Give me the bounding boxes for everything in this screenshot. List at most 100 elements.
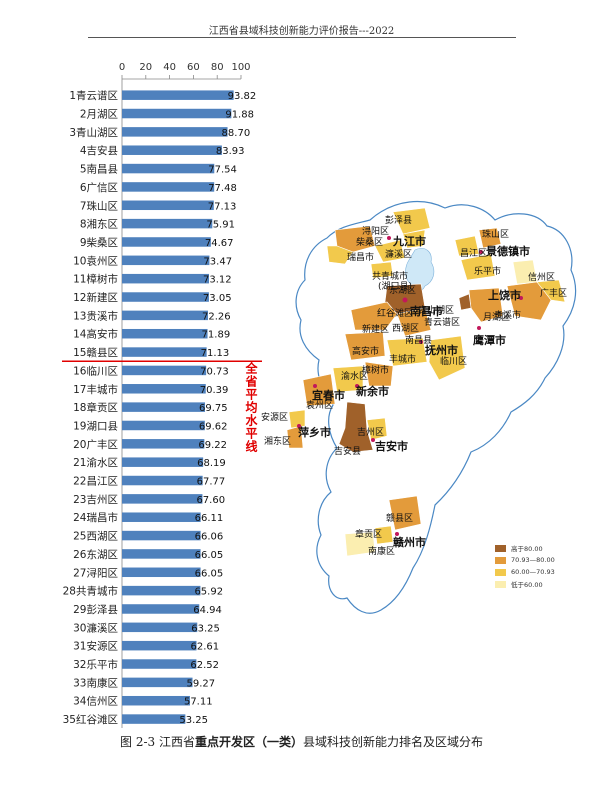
map-label: 浔阳区: [362, 227, 390, 237]
bar: [122, 145, 222, 155]
category-label: 25西湖区: [73, 531, 118, 543]
region-gaoan: [344, 331, 386, 361]
city-dot-jiujiang: [387, 236, 391, 240]
value-label: 53.25: [179, 715, 208, 726]
map-label: 濂溪区: [385, 250, 413, 260]
bar: [122, 365, 207, 376]
value-label: 68.19: [197, 458, 226, 469]
bar: [122, 585, 201, 596]
map-label: 月湖区: [483, 313, 511, 323]
bar: [122, 384, 206, 394]
category-label: 32乐平市: [73, 658, 118, 671]
province-outline: [295, 200, 577, 614]
map-label: 瑞昌市: [347, 253, 375, 263]
figure-caption: 图 2-3 江西省重点开发区（一类）县域科技创新能力排名及区域分布: [0, 733, 603, 750]
map-label: 赣县区: [386, 514, 414, 524]
map-label: 广丰区: [540, 289, 568, 299]
city-dot-jingdezhen: [479, 250, 483, 254]
value-label: 77.13: [208, 201, 237, 212]
header-title: 江西省县域科技创新能力评价报告---2022: [208, 26, 395, 37]
value-label: 57.11: [184, 697, 213, 708]
bar: [122, 402, 206, 412]
region-zhanggong: [374, 525, 394, 545]
category-label: 17丰城市: [73, 383, 118, 396]
value-label: 67.60: [196, 495, 225, 506]
value-label: 65.92: [194, 587, 223, 598]
region-linchuan: [428, 335, 466, 381]
bar: [122, 420, 205, 431]
map-label: 南康区: [368, 547, 396, 557]
bar: [122, 494, 203, 504]
legend-row: 60.00—70.93: [495, 566, 555, 578]
map-label: 安源区: [261, 413, 289, 423]
value-label: 66.05: [195, 568, 224, 579]
bar: [122, 127, 228, 137]
value-label: 77.54: [208, 165, 237, 176]
bar: [122, 439, 205, 449]
region-chaisang: [334, 225, 376, 253]
value-label: 66.11: [195, 513, 224, 524]
bar: [122, 218, 213, 229]
region-leping: [460, 253, 496, 281]
map-label: 宜春市: [312, 389, 345, 402]
category-label: 20广丰区: [73, 438, 118, 451]
category-label: 19湖口县: [73, 420, 118, 432]
map-label: 上饶市: [488, 289, 521, 302]
category-label: 7珠山区: [80, 199, 118, 212]
jiangxi-region-map: [286, 200, 577, 614]
bar: [122, 457, 204, 467]
value-label: 88.70: [222, 128, 251, 139]
region-hukou: [402, 229, 426, 249]
caption-bold: 重点开发区（一类）: [194, 735, 303, 749]
value-label: 73.47: [203, 256, 232, 267]
map-label: 丰城市: [389, 355, 417, 365]
city-dot-shangrao: [519, 296, 523, 300]
value-label: 70.73: [200, 366, 229, 377]
category-label: 15赣县区: [73, 346, 118, 359]
value-label: 74.67: [205, 238, 234, 249]
map-label: 青山湖区: [418, 306, 455, 316]
bar: [122, 328, 208, 339]
value-label: 66.05: [195, 550, 224, 561]
map-label: 渝水区: [341, 372, 369, 382]
map-label: 景德镇市: [486, 245, 530, 258]
bar: [122, 659, 197, 669]
header-rule: [88, 37, 516, 38]
value-label: 93.82: [228, 91, 257, 102]
map-label: 南昌县: [405, 336, 433, 346]
region-ruichang: [326, 245, 354, 265]
value-label: 75.91: [206, 220, 235, 231]
x-tick-label: 20: [139, 62, 152, 73]
category-label: 34信州区: [73, 696, 118, 708]
region-gan-county: [388, 495, 422, 531]
legend-text: 高于80.00: [511, 545, 543, 553]
category-label: 3青山湖区: [69, 126, 118, 139]
bar: [122, 108, 232, 119]
map-label: (湖口县): [378, 282, 413, 292]
average-line-label: 全省平均水平线: [244, 362, 258, 453]
value-label: 73.05: [203, 293, 232, 304]
map-label: 东湖区: [389, 286, 417, 296]
city-dot-nanchang: [402, 297, 408, 303]
category-label: 30濂溪区: [73, 621, 118, 634]
value-label: 69.62: [199, 421, 228, 432]
bar: [122, 255, 210, 266]
map-label: 吉安县: [334, 447, 362, 457]
value-label: 62.61: [191, 642, 220, 653]
value-label: 69.22: [198, 440, 227, 451]
bar: [122, 200, 214, 211]
bar: [122, 549, 201, 559]
region-yuehu: [458, 293, 472, 311]
region-nanchang-county: [396, 307, 432, 337]
category-label: 28共青城市: [63, 585, 118, 598]
map-label: 西湖区: [392, 324, 420, 334]
map-label: 昌江区: [460, 249, 488, 259]
value-label: 64.94: [193, 605, 222, 616]
category-label: 5南昌县: [80, 163, 118, 176]
region-lianxi: [374, 239, 406, 263]
category-label: 22昌江区: [73, 476, 118, 488]
poyang-lake: [405, 248, 435, 292]
category-label: 6广信区: [80, 182, 118, 194]
legend-text: 低于60.00: [511, 581, 543, 589]
map-label: 吉安市: [375, 440, 408, 453]
